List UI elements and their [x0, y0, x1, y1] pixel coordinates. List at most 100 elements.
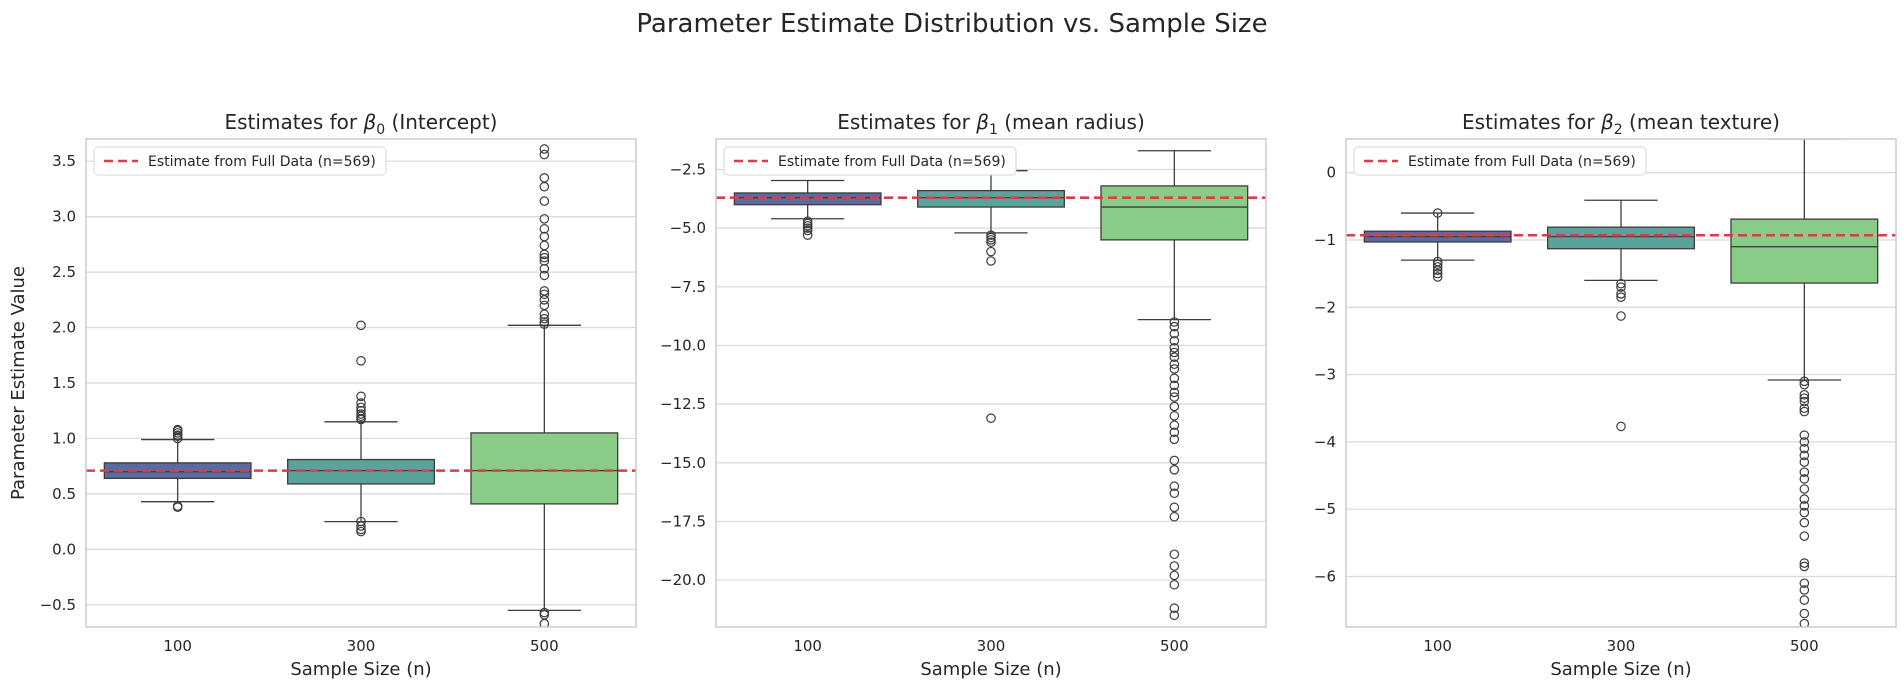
legend-label: Estimate from Full Data (n=569) — [148, 154, 376, 170]
y-tick-label: −1 — [1314, 231, 1336, 249]
outlier-point — [539, 317, 550, 327]
outlier-point — [1169, 561, 1180, 571]
outlier-point — [802, 230, 813, 240]
outlier-point — [986, 237, 996, 248]
outlier-point — [1169, 579, 1180, 590]
box-iqr — [1730, 218, 1879, 284]
legend-frame — [1353, 146, 1647, 176]
outlier-point — [539, 618, 550, 627]
x-tick-label: 100 — [793, 637, 822, 655]
x-tick-label: 300 — [347, 637, 376, 655]
outlier-point — [1799, 457, 1810, 467]
x-axis-label: Sample Size (n) — [1550, 659, 1691, 680]
outlier-point — [1169, 511, 1180, 522]
x-tick-label: 500 — [530, 637, 559, 655]
outlier-point — [1169, 380, 1180, 391]
outlier-point — [1616, 421, 1626, 432]
title-prefix: Estimates for — [225, 110, 364, 134]
title-suffix: (Intercept) — [385, 110, 497, 134]
outlier-point — [1799, 379, 1810, 390]
title-prefix: Estimates for — [1462, 110, 1601, 134]
outlier-point — [1169, 387, 1180, 398]
title-beta-index: 2 — [1614, 122, 1623, 138]
outlier-point — [1169, 603, 1180, 614]
outlier-point — [1799, 531, 1810, 541]
outlier-point — [1616, 278, 1626, 289]
outlier-point — [1432, 208, 1443, 218]
outlier-point — [1169, 502, 1180, 513]
outlier-point — [1799, 396, 1810, 407]
outlier-point — [1799, 467, 1810, 477]
outlier-point — [802, 223, 813, 233]
outlier-point — [1169, 401, 1180, 412]
y-tick-label: −17.5 — [660, 512, 706, 530]
x-tick-label: 300 — [1607, 637, 1636, 655]
outlier-point — [1169, 411, 1180, 421]
outlier-point — [1169, 427, 1180, 438]
outlier-point — [1169, 392, 1180, 402]
y-tick-label: −15.0 — [660, 454, 706, 472]
outlier-point — [986, 246, 996, 257]
outlier-point — [539, 270, 550, 281]
outlier-point — [1169, 549, 1180, 560]
outlier-point — [539, 300, 550, 311]
outlier-point — [356, 521, 366, 531]
legend: Estimate from Full Data (n=569) — [1353, 146, 1647, 176]
outlier-point — [986, 232, 996, 243]
outlier-point — [1799, 494, 1810, 504]
legend: Estimate from Full Data (n=569) — [93, 146, 387, 176]
box-500 — [470, 144, 619, 627]
outlier-point — [1169, 352, 1180, 362]
outlier-point — [1169, 347, 1180, 358]
box-iqr — [1100, 185, 1249, 241]
x-tick-label: 100 — [163, 637, 192, 655]
outlier-point — [802, 225, 813, 236]
outlier-point — [1616, 311, 1626, 321]
outlier-point — [1799, 595, 1810, 605]
subplot-title: Estimates for β1 (mean radius) — [837, 110, 1145, 138]
title-beta-symbol: β — [1600, 110, 1614, 134]
outlier-point — [1169, 455, 1180, 466]
outlier-point — [539, 313, 550, 324]
subplot-title: Estimates for β2 (mean texture) — [1462, 110, 1780, 138]
outlier-point — [1432, 265, 1443, 276]
outlier-point — [986, 256, 996, 266]
outlier-point — [539, 196, 550, 206]
outlier-point — [1799, 517, 1810, 528]
legend-frame — [93, 146, 387, 176]
outlier-point — [1169, 321, 1180, 332]
outlier-point — [539, 289, 550, 300]
outlier-point — [1799, 474, 1810, 484]
title-suffix: (mean texture) — [1623, 110, 1780, 134]
outlier-point — [539, 263, 550, 274]
outlier-point — [356, 516, 366, 527]
y-tick-label: 3.0 — [52, 208, 76, 226]
outlier-point — [1169, 373, 1180, 384]
outlier-point — [172, 424, 183, 435]
outlier-point — [1169, 481, 1180, 492]
legend-label: Estimate from Full Data (n=569) — [778, 154, 1006, 170]
outlier-point — [1799, 393, 1810, 403]
outlier-point — [986, 413, 996, 423]
outlier-point — [539, 286, 550, 296]
outlier-point — [1432, 259, 1443, 269]
title-beta-index: 1 — [989, 122, 998, 138]
x-axis-label: Sample Size (n) — [920, 659, 1061, 680]
outlier-point — [1799, 450, 1810, 461]
box-iqr — [470, 432, 619, 505]
outlier-point — [1799, 585, 1810, 595]
outlier-point — [539, 256, 550, 266]
y-tick-label: 2.5 — [52, 263, 76, 281]
y-tick-label: 1.5 — [52, 374, 76, 392]
y-tick-label: −5.0 — [670, 219, 706, 237]
axes-frame — [1345, 138, 1897, 628]
title-suffix: (mean radius) — [998, 110, 1145, 134]
outlier-point — [356, 402, 366, 413]
y-tick-label: −3 — [1314, 366, 1336, 384]
x-tick-label: 500 — [1160, 637, 1189, 655]
outlier-point — [1169, 343, 1180, 353]
y-tick-label: 0.5 — [52, 485, 76, 503]
plot-area — [716, 150, 1266, 621]
box-iqr — [1547, 226, 1695, 250]
